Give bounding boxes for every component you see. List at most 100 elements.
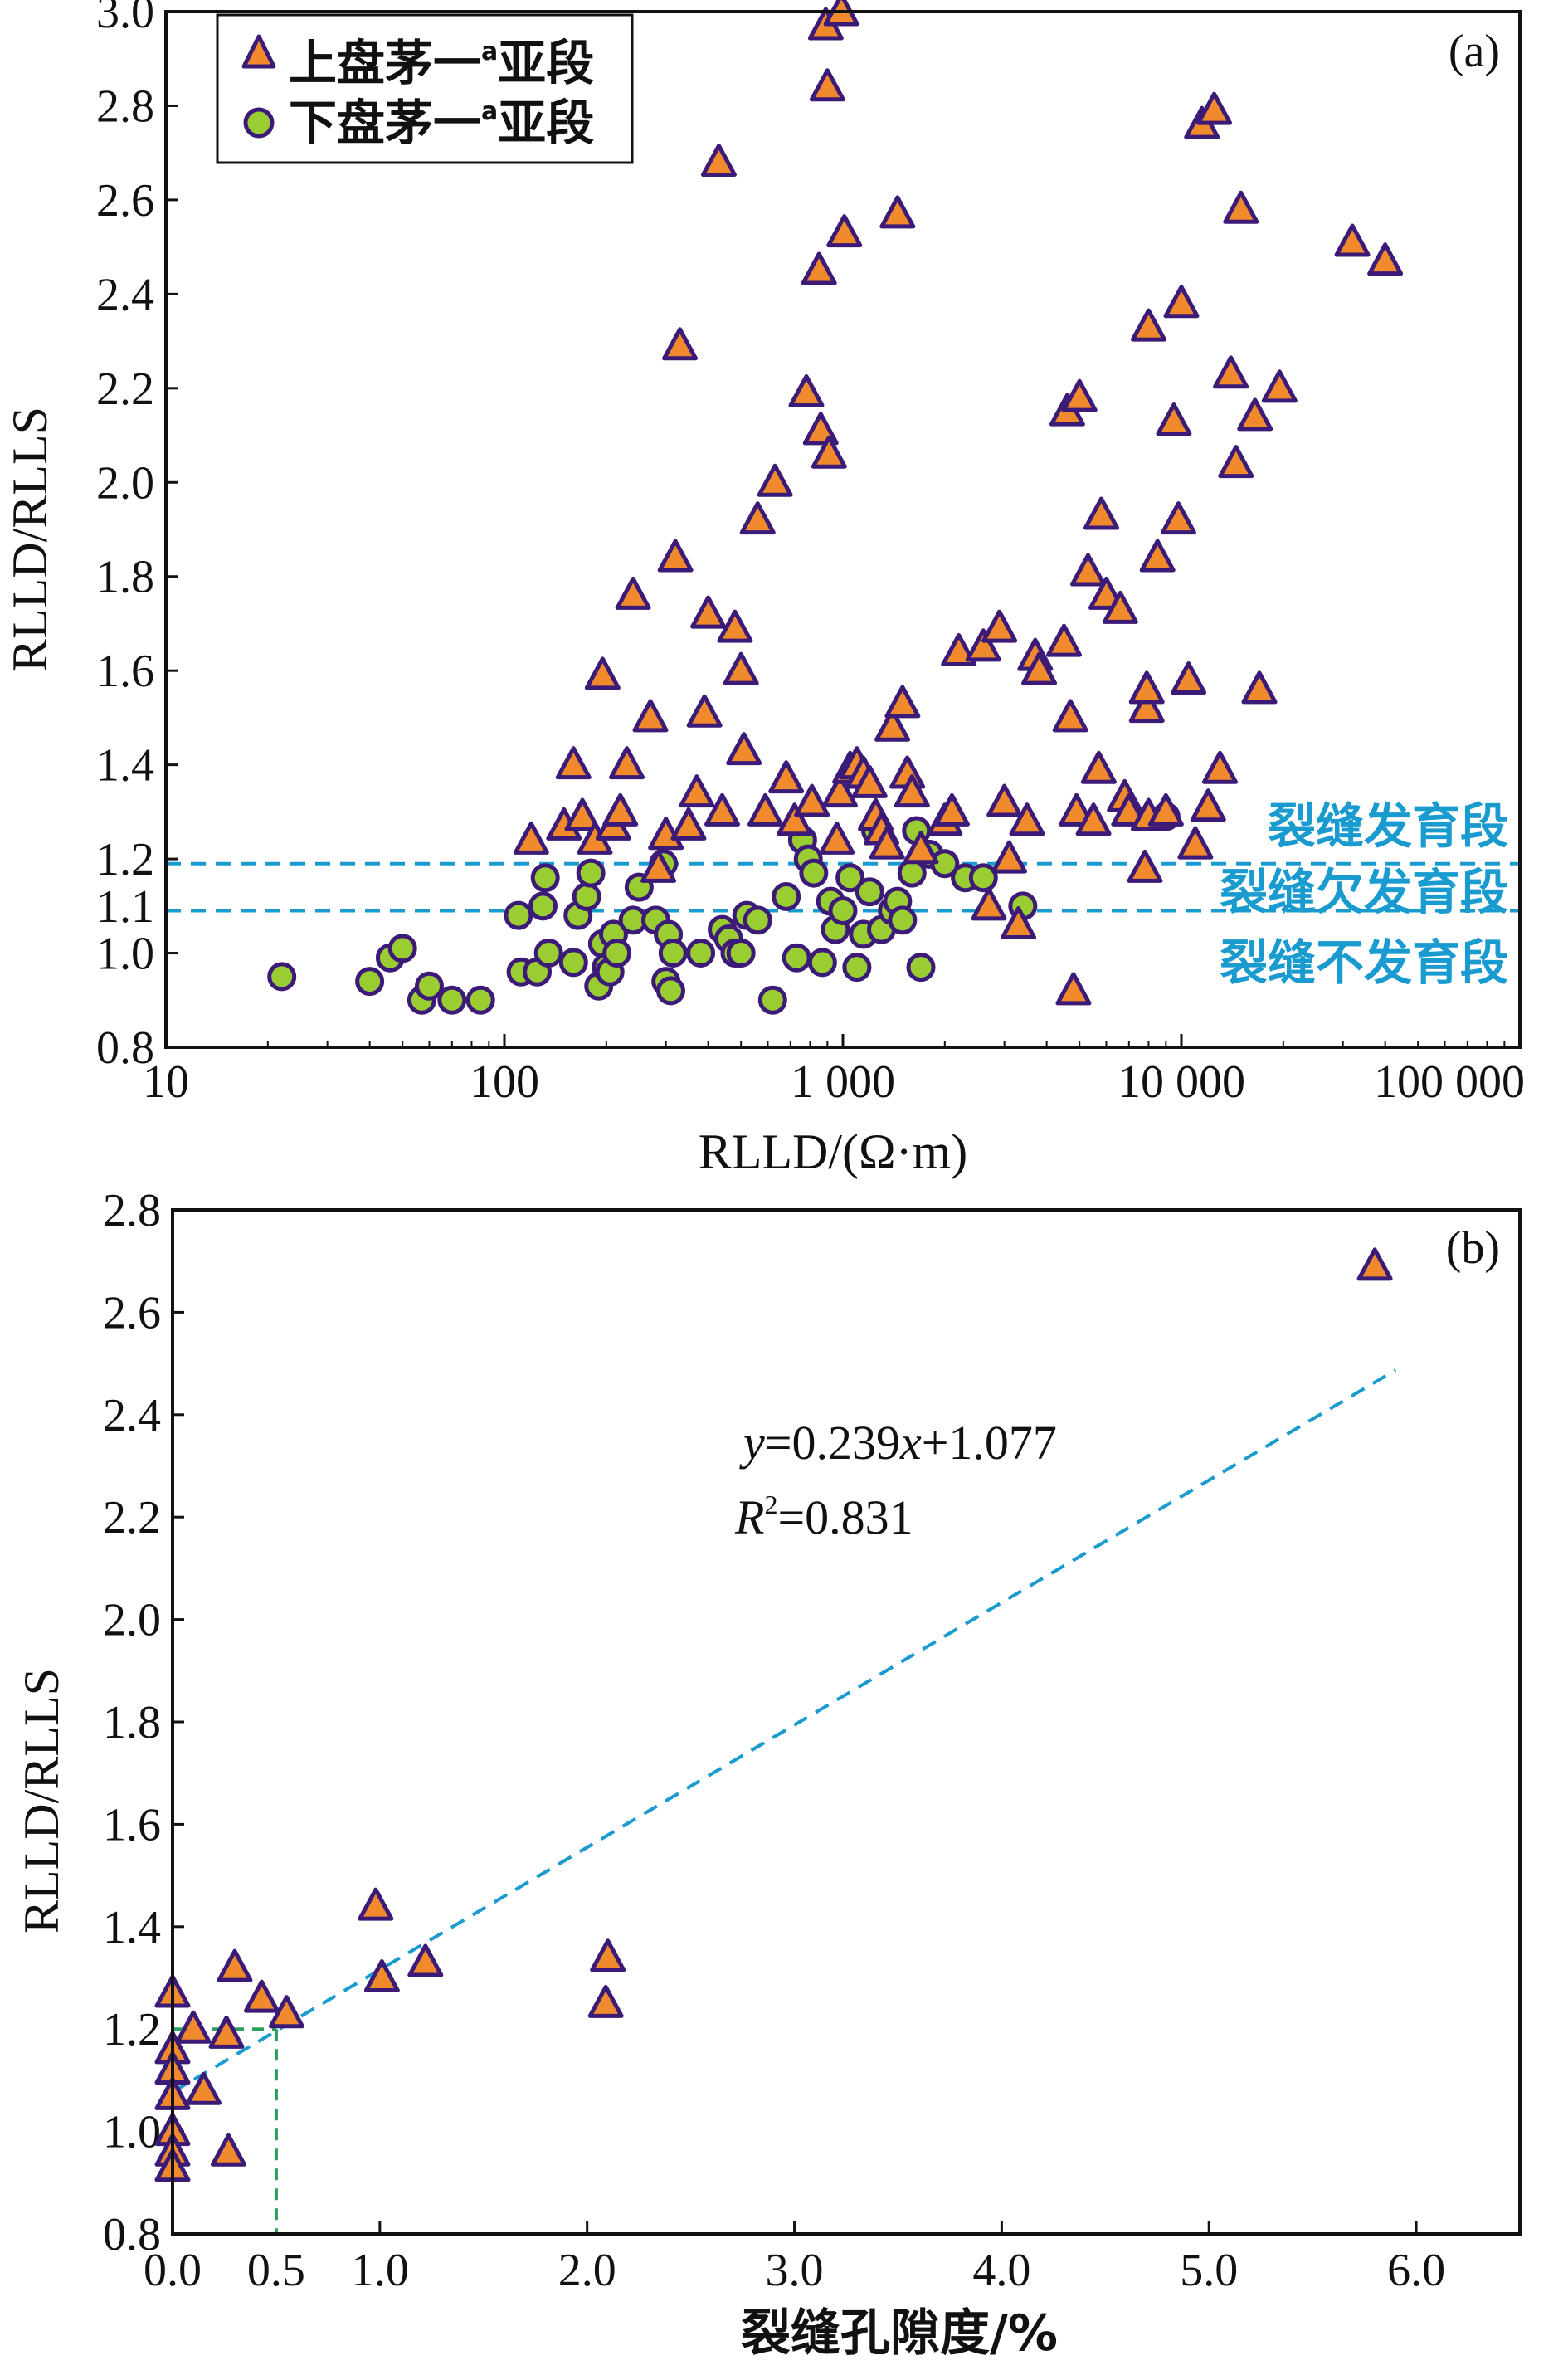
panel-a: 0.8 1.0 1.2 1.4 1.6 1.8 2.0 2.2 2.4 2.6 2.8 3.0 10 10… — [2, 0, 1525, 1179]
data-point-lower-wall — [726, 939, 756, 968]
data-point-upper-wall — [809, 68, 845, 102]
data-point-upper-wall — [879, 195, 916, 229]
x-tick-label: 2.0 — [558, 2245, 616, 2296]
data-point-upper-wall — [1160, 501, 1196, 535]
y-tick-label: 2.6 — [96, 175, 154, 227]
data-point-upper-wall — [1127, 849, 1163, 883]
legend-circle-marker — [243, 107, 275, 139]
data-point-lower-wall — [387, 934, 417, 963]
data-point-upper-wall — [811, 435, 847, 469]
y-tick-label: 1.4 — [103, 1902, 161, 1953]
x-tick-label-0-5: 0.5 — [247, 2245, 305, 2296]
data-point-upper-wall — [700, 144, 737, 178]
data-point-lower-wall — [968, 863, 998, 893]
data-point-upper-wall — [632, 699, 669, 733]
data-point-upper-wall — [869, 826, 905, 860]
data-point-lower-wall — [655, 976, 685, 1006]
data-point-lower-wall — [267, 962, 297, 992]
data-point-lower-wall — [842, 953, 872, 983]
x-tick-label: 100 000 — [1374, 1056, 1525, 1108]
x-tick-label: 100 — [470, 1056, 539, 1108]
data-point-upper-wall — [657, 539, 694, 573]
y-tick-label: 2.4 — [96, 269, 154, 320]
data-point-upper-wall — [801, 251, 837, 285]
data-point-upper-wall — [991, 840, 1027, 874]
legend-entry-upper: 上盘茅一a亚段 — [241, 34, 594, 91]
data-point-lower-wall — [414, 971, 444, 1001]
y-tick-label: 2.2 — [96, 363, 154, 415]
panel-a-label: (a) — [1449, 26, 1500, 77]
data-point-lower-wall — [528, 891, 558, 921]
y-tick-label: 2.2 — [103, 1492, 161, 1543]
data-point-upper-wall — [1218, 445, 1254, 479]
data-point-lower-wall — [757, 985, 787, 1015]
data-point-upper-wall — [555, 746, 592, 780]
y-tick-label: 2.0 — [103, 1595, 161, 1646]
zone-label-developed: 裂缝发育段 — [1268, 797, 1508, 854]
data-point-fracture-porosity — [268, 1995, 304, 2029]
data-point-upper-wall — [1075, 802, 1112, 836]
data-point-lower-wall — [465, 985, 495, 1015]
data-point-lower-wall — [530, 863, 560, 893]
data-point-upper-wall — [1001, 906, 1037, 940]
y-tick-label: 1.8 — [96, 552, 154, 603]
data-point-upper-wall — [821, 774, 858, 808]
data-point-upper-wall — [564, 797, 601, 831]
legend: 上盘茅一a亚段 下盘茅一a亚段 — [216, 13, 634, 164]
x-tick-label: 1.0 — [351, 2245, 409, 2296]
x-tick-label: 3.0 — [766, 2245, 824, 2296]
data-point-lower-wall — [504, 900, 533, 930]
data-point-lower-wall — [782, 943, 811, 973]
data-point-upper-wall — [1102, 590, 1138, 624]
regression-line — [171, 1368, 1397, 2094]
data-point-fracture-porosity — [210, 2133, 246, 2167]
data-point-lower-wall — [558, 948, 588, 978]
data-point-upper-wall — [1196, 91, 1233, 125]
data-point-upper-wall — [662, 327, 699, 361]
y-tick-label: 2.8 — [96, 80, 154, 132]
panel-b: 0.8 1.0 1.2 1.4 1.6 1.8 2.0 2.2 2.4 2.6 2.8 0.0 1.0 2… — [14, 1185, 1522, 2363]
r-squared: R2=0.831 — [734, 1490, 913, 1544]
data-point-lower-wall — [743, 905, 772, 935]
data-point-lower-wall — [828, 895, 858, 925]
data-point-upper-wall — [609, 746, 645, 780]
data-point-fracture-porosity — [363, 1959, 400, 1992]
y-tick-label: 1.2 — [103, 2004, 161, 2055]
data-point-lower-wall — [772, 881, 801, 911]
x-tick-label: 6.0 — [1387, 2245, 1445, 2296]
data-point-upper-wall — [1237, 397, 1273, 432]
y-tick-label: 0.8 — [96, 1022, 154, 1074]
data-point-upper-wall — [1190, 788, 1226, 822]
x-tick-label: 10 — [143, 1056, 189, 1108]
panel-b-axis-ticks — [171, 1208, 1418, 2236]
data-point-upper-wall — [1046, 623, 1083, 657]
data-point-upper-wall — [1261, 369, 1298, 403]
data-point-upper-wall — [1111, 792, 1147, 827]
svg-text:上盘茅一a亚段: 上盘茅一a亚段 — [289, 35, 594, 91]
data-point-upper-wall — [739, 501, 776, 535]
y-tick-label: 2.0 — [96, 457, 154, 509]
panel-b-data-points — [154, 1247, 1393, 2182]
data-point-upper-wall — [1070, 553, 1107, 587]
data-point-upper-wall — [981, 609, 1018, 643]
panel-b-tick-labels: 0.8 1.0 1.2 1.4 1.6 1.8 2.0 2.2 2.4 2.6 2.8 0.0 1.0 2… — [103, 1185, 1445, 2296]
data-point-upper-wall — [584, 656, 621, 690]
data-point-fracture-porosity — [185, 2071, 222, 2105]
data-point-lower-wall — [572, 881, 601, 911]
data-point-lower-wall — [686, 939, 716, 968]
data-point-lower-wall — [807, 948, 837, 978]
data-point-upper-wall — [723, 651, 759, 685]
data-point-upper-wall — [1083, 496, 1119, 530]
y-tick-label: 2.8 — [103, 1185, 161, 1236]
regression-equation: y=0.239x+1.077 — [739, 1416, 1057, 1470]
y-tick-label-1-1: 1.1 — [96, 881, 154, 933]
data-point-lower-wall — [855, 877, 884, 907]
data-point-fracture-porosity — [358, 1887, 394, 1921]
data-point-upper-wall — [640, 849, 677, 883]
data-point-upper-wall — [757, 463, 793, 497]
y-tick-label: 2.4 — [103, 1390, 161, 1441]
panel-a-y-axis-title: RLLD/RLLS — [2, 407, 57, 672]
x-tick-label: 10 000 — [1118, 1056, 1245, 1108]
data-point-lower-wall — [533, 939, 563, 968]
data-point-upper-wall — [1163, 285, 1200, 319]
